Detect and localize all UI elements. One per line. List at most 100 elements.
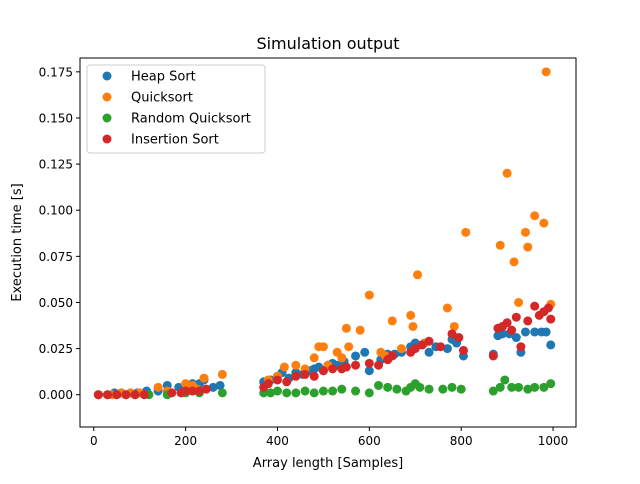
- data-point: [438, 384, 448, 394]
- data-point: [194, 386, 204, 396]
- data-point: [447, 329, 457, 339]
- x-tick-label: 0: [90, 434, 98, 448]
- data-point: [364, 358, 374, 368]
- series-1: [93, 67, 556, 400]
- data-point: [488, 386, 498, 396]
- data-point: [217, 369, 227, 379]
- y-tick-label: 0.100: [39, 204, 73, 218]
- data-point: [282, 388, 292, 398]
- data-point: [103, 390, 113, 400]
- data-point: [208, 382, 218, 392]
- data-point: [458, 345, 468, 355]
- y-axis-label: Execution time [s]: [10, 183, 25, 301]
- data-point: [272, 375, 282, 385]
- data-point: [217, 388, 227, 398]
- data-point: [495, 240, 505, 250]
- legend-label: Quicksort: [131, 91, 193, 106]
- data-point: [436, 342, 446, 352]
- data-point: [309, 388, 319, 398]
- data-point: [424, 336, 434, 346]
- x-tick-label: 200: [174, 434, 197, 448]
- data-point: [328, 386, 338, 396]
- data-point: [181, 386, 191, 396]
- data-point: [364, 290, 374, 300]
- data-point: [523, 242, 533, 252]
- y-tick-label: 0.175: [39, 65, 73, 79]
- data-point: [93, 390, 103, 400]
- data-point: [266, 388, 276, 398]
- legend: Heap Sort Quicksort Random Quicksort Insert…: [86, 64, 266, 154]
- data-point: [514, 382, 524, 392]
- data-point: [396, 344, 406, 354]
- data-point: [410, 344, 420, 354]
- x-tick-label: 1000: [538, 434, 569, 448]
- legend-label: Random Quicksort: [131, 112, 251, 127]
- legend-box: [86, 64, 266, 154]
- data-point: [364, 388, 374, 398]
- data-point: [387, 316, 397, 326]
- data-point: [300, 369, 310, 379]
- data-point: [188, 386, 198, 396]
- data-point: [502, 318, 512, 328]
- y-tick-label: 0.075: [39, 250, 73, 264]
- data-point: [167, 388, 177, 398]
- data-point: [351, 360, 361, 370]
- data-point: [509, 257, 519, 267]
- data-point: [495, 382, 505, 392]
- data-point: [543, 303, 553, 313]
- data-point: [406, 310, 416, 320]
- data-point: [546, 340, 556, 350]
- data-point: [291, 371, 301, 381]
- data-point: [424, 347, 434, 357]
- data-point: [291, 388, 301, 398]
- data-point: [392, 384, 402, 394]
- legend-marker: [102, 113, 112, 123]
- y-tick-label: 0.150: [39, 111, 73, 125]
- data-point: [500, 375, 510, 385]
- data-point: [309, 353, 319, 363]
- data-point: [546, 314, 556, 324]
- data-point: [121, 390, 131, 400]
- data-point: [328, 364, 338, 374]
- data-point: [351, 351, 361, 361]
- data-point: [449, 321, 459, 331]
- data-point: [530, 211, 540, 221]
- y-tick-label: 0.025: [39, 342, 73, 356]
- data-point: [181, 379, 191, 389]
- data-point: [511, 312, 521, 322]
- data-point: [355, 325, 365, 335]
- data-point: [344, 342, 354, 352]
- data-point: [387, 351, 397, 361]
- data-point: [351, 386, 361, 396]
- data-point: [300, 386, 310, 396]
- x-tick-label: 800: [450, 434, 473, 448]
- data-point: [112, 390, 122, 400]
- data-point: [417, 340, 427, 350]
- data-point: [514, 297, 524, 307]
- data-point: [383, 382, 393, 392]
- data-point: [488, 351, 498, 361]
- x-axis: 0 200 400 600 800 1000: [90, 427, 568, 448]
- x-tick-label: 400: [266, 434, 289, 448]
- data-point: [374, 360, 384, 370]
- series-2: [93, 375, 556, 400]
- data-point: [530, 327, 540, 337]
- y-axis: 0.000 0.025 0.050 0.075 0.100 0.125 0.150 0.175: [39, 65, 80, 402]
- data-point: [408, 321, 418, 331]
- y-tick-label: 0.125: [39, 158, 73, 172]
- data-point: [279, 362, 289, 372]
- x-axis-label: Array length [Samples]: [253, 456, 403, 471]
- series-3: [93, 301, 556, 400]
- data-point: [309, 371, 319, 381]
- y-tick-label: 0.000: [39, 388, 73, 402]
- data-point: [413, 270, 423, 280]
- x-tick-label: 600: [358, 434, 381, 448]
- data-point: [364, 366, 374, 376]
- data-point: [341, 362, 351, 372]
- data-point: [454, 333, 464, 343]
- data-point: [442, 303, 452, 313]
- chart-title: Simulation output: [256, 34, 399, 53]
- y-tick-label: 0.050: [39, 296, 73, 310]
- legend-marker: [102, 92, 112, 102]
